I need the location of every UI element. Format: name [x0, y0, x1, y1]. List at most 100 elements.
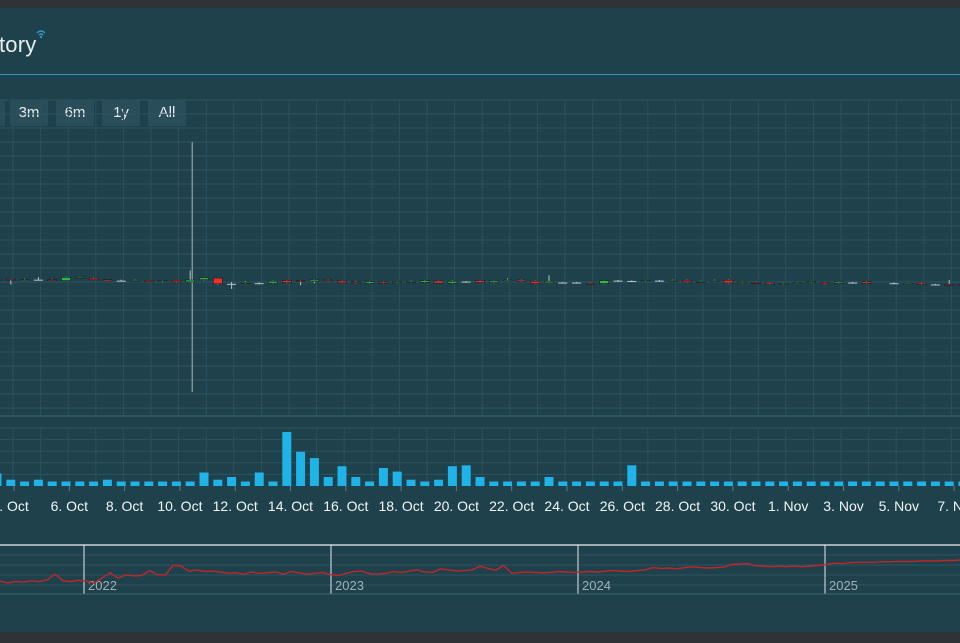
volume-bar: [47, 481, 57, 486]
volume-bar: [668, 481, 678, 486]
volume-bar: [737, 481, 747, 486]
candle-body: [751, 281, 761, 284]
candle-body: [682, 280, 692, 283]
volume-bar: [903, 481, 913, 486]
candle-body: [102, 279, 113, 282]
volume-bar: [530, 481, 540, 486]
volume-bar: [489, 481, 499, 486]
x-tick-label: 18. Oct: [379, 498, 424, 514]
candlestick-series: [0, 270, 960, 289]
candle-body: [350, 281, 361, 284]
candle-body: [88, 277, 99, 280]
range-button-all[interactable]: All: [148, 100, 186, 126]
volume-bar: [558, 481, 568, 486]
candle-body: [447, 280, 458, 284]
candle-body: [240, 281, 251, 284]
range-button-1y[interactable]: 1y: [102, 100, 140, 126]
x-tick-label: 30. Oct: [710, 498, 755, 514]
volume-bar: [130, 481, 140, 486]
x-tick-label: 10. Oct: [157, 498, 202, 514]
volume-bar: [75, 481, 85, 486]
volume-bar: [213, 479, 223, 486]
navigator[interactable]: 2022 2023 2024 2025: [0, 544, 960, 595]
x-tick-label: 28. Oct: [655, 498, 700, 514]
volume-bar: [282, 432, 292, 486]
candle-body: [778, 283, 789, 285]
candle-body: [502, 279, 513, 282]
candle-body: [227, 283, 237, 285]
candle-body: [806, 281, 817, 283]
volume-bar: [378, 468, 388, 486]
candle-body: [364, 281, 375, 284]
candle-body: [930, 284, 940, 286]
volume-bar: [199, 472, 209, 486]
volume-bar: [337, 466, 347, 486]
candle-body: [668, 280, 679, 282]
volume-bar: [723, 481, 733, 486]
volume-bar: [254, 472, 264, 486]
candle-body: [723, 280, 734, 284]
candle-body: [144, 280, 154, 282]
navigator-background: [0, 545, 960, 594]
candle-body: [627, 280, 637, 282]
volume-bar: [116, 481, 126, 486]
candle-body: [848, 282, 858, 284]
chart-title: tory: [0, 32, 37, 57]
volume-bar: [834, 481, 844, 486]
x-tick-label: 26. Oct: [600, 498, 645, 514]
volume-bar: [0, 473, 2, 486]
x-tick-label: 22. Oct: [489, 498, 534, 514]
volume-bar: [944, 481, 954, 486]
volume-bar: [654, 481, 664, 486]
navigator-series-line: [0, 559, 960, 584]
navigator-year-label: 2025: [829, 578, 858, 593]
candle-body: [19, 279, 30, 281]
volume-bar: [268, 481, 278, 486]
volume-bar: [503, 481, 513, 486]
candle-body: [558, 282, 568, 284]
volume-bar: [779, 481, 789, 486]
candle-body: [130, 280, 140, 282]
volume-bar: [572, 481, 582, 486]
x-tick-label: 20. Oct: [434, 498, 479, 514]
x-tick-label: 3. Nov: [823, 498, 863, 514]
volume-bar: [958, 481, 960, 486]
range-button-6m[interactable]: 6m: [56, 100, 94, 126]
volume-bar: [351, 477, 361, 486]
candle-body: [47, 279, 58, 281]
candle-body: [337, 280, 347, 284]
candle-body: [281, 280, 292, 283]
volume-bar: [516, 481, 526, 486]
volume-bar: [765, 481, 775, 486]
candle-body: [295, 280, 306, 282]
volume-bar: [682, 481, 692, 486]
volume-bar: [751, 481, 761, 486]
x-tick-label: 16. Oct: [323, 498, 368, 514]
candle-body: [61, 277, 71, 281]
candle-body: [488, 280, 499, 283]
volume-bar: [889, 481, 899, 486]
volume-bar: [447, 466, 457, 486]
candle-body: [475, 280, 485, 283]
candle-body: [833, 281, 844, 284]
volume-bar: [240, 481, 250, 486]
x-tick-label: 8. Oct: [106, 498, 143, 514]
candle-body: [254, 283, 264, 285]
volume-bar: [696, 481, 706, 486]
candle-body: [944, 283, 955, 286]
candle-body: [544, 280, 554, 284]
candle-body: [572, 282, 582, 284]
candle-body: [516, 279, 527, 282]
volume-bar: [420, 481, 430, 486]
range-button-partial[interactable]: [0, 100, 5, 126]
volume-bar: [406, 479, 416, 486]
volume-bar: [158, 481, 168, 486]
volume-bar: [475, 477, 485, 486]
range-button-3m[interactable]: 3m: [10, 100, 48, 126]
volume-bar: [917, 481, 927, 486]
candle-body: [889, 283, 899, 285]
volume-bar: [20, 481, 30, 486]
volume-bar: [627, 465, 637, 486]
x-tick-label: 14. Oct: [268, 498, 313, 514]
